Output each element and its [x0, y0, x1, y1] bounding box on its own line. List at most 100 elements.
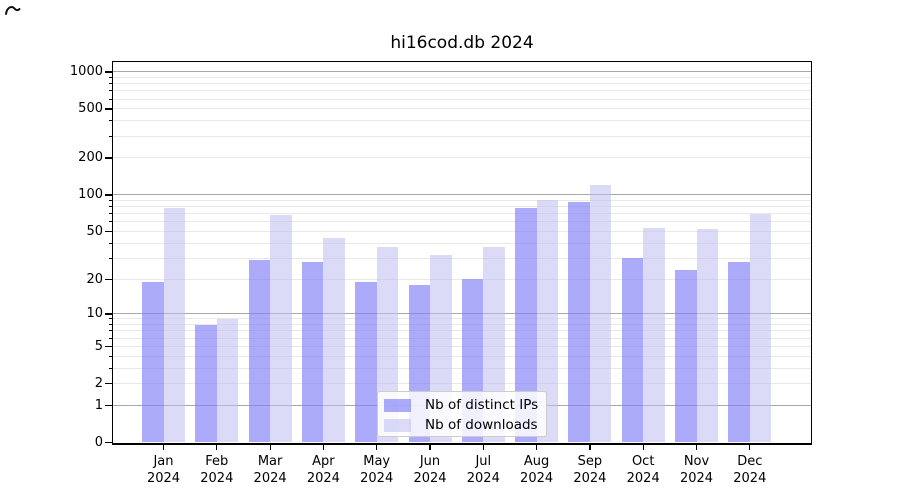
y-tick-1000 [105, 71, 112, 73]
x-tick-may [376, 444, 378, 450]
minor-gridline-900 [113, 76, 811, 78]
y-minor-tick-80 [108, 206, 112, 208]
y-tick-10 [105, 313, 112, 315]
bar-downloads-sep [589, 185, 612, 443]
chart-title: hi16cod.db 2024 [390, 33, 534, 53]
gridline-100 [113, 194, 811, 196]
bar-distinct-ips-jan [142, 281, 164, 443]
bar-distinct-ips-oct [621, 258, 644, 443]
y-minor-tick-700 [108, 90, 112, 92]
x-tick-label-jun: Jun 2024 [413, 453, 447, 486]
y-tick-500 [105, 108, 112, 110]
x-tick-apr [322, 444, 325, 450]
bar-downloads-nov [696, 229, 718, 443]
bar-distinct-ips-sep [568, 202, 590, 443]
bar-distinct-ips-may [355, 281, 377, 443]
legend-item-downloads: Nb of downloads [378, 415, 546, 435]
minor-gridline-40 [113, 242, 811, 244]
legend-swatch-downloads [384, 418, 411, 432]
bar-downloads-jan [163, 208, 185, 443]
gridline-500 [113, 108, 811, 110]
x-tick-label-sep: Sep 2024 [573, 453, 607, 486]
y-tick-5 [105, 345, 112, 348]
y-minor-tick-70 [108, 213, 112, 215]
y-tick-2 [105, 382, 112, 385]
legend-item-distinct-ips: Nb of distinct IPs [378, 395, 546, 415]
y-tick-label-20: 20 [86, 271, 103, 287]
y-minor-tick-800 [108, 83, 112, 85]
x-tick-label-may: May 2024 [360, 453, 394, 486]
plot-area: Nb of distinct IPs Nb of downloads 0 1 2 5 1… [70, 61, 812, 486]
y-minor-tick-6 [108, 337, 112, 339]
minor-gridline-400 [113, 120, 811, 122]
y-tick-label-50: 50 [86, 224, 103, 240]
x-tick-label-aug: Aug 2024 [520, 453, 554, 486]
y-tick-label-2: 2 [94, 376, 103, 392]
minor-gridline-800 [113, 83, 811, 85]
y-minor-tick-90 [108, 199, 112, 201]
y-tick-20 [105, 278, 112, 280]
y-tick-label-100: 100 [78, 187, 103, 203]
x-tick-nov [695, 444, 698, 450]
bar-downloads-oct [643, 228, 665, 443]
y-tick-label-500: 500 [78, 101, 103, 117]
x-tick-mar [269, 444, 271, 450]
y-minor-tick-8 [108, 324, 112, 326]
x-tick-oct [642, 444, 644, 450]
y-tick-label-5: 5 [94, 338, 103, 354]
y-minor-tick-60 [108, 221, 112, 223]
y-minor-tick-40 [108, 242, 112, 244]
bar-distinct-ips-aug [515, 208, 537, 443]
legend-label-downloads: Nb of downloads [425, 417, 538, 433]
y-tick-50 [105, 230, 112, 233]
y-tick-100 [105, 194, 112, 196]
x-tick-aug [536, 444, 538, 450]
y-tick-0 [105, 441, 112, 444]
x-tick-label-feb: Feb 2024 [200, 453, 234, 486]
x-tick-label-dec: Dec 2024 [733, 453, 767, 486]
gridline-1000 [113, 71, 811, 73]
y-minor-tick-30 [108, 257, 112, 259]
gridline-50 [113, 231, 811, 233]
bar-distinct-ips-dec [728, 261, 750, 443]
y-minor-tick-900 [108, 76, 112, 78]
minor-gridline-60 [113, 221, 811, 223]
legend: Nb of distinct IPs Nb of downloads [377, 391, 547, 437]
x-tick-label-mar: Mar 2024 [253, 453, 287, 486]
x-tick-label-jul: Jul 2024 [466, 453, 500, 486]
y-tick-label-1000: 1000 [69, 64, 103, 80]
bar-downloads-aug [536, 200, 559, 443]
y-minor-tick-300 [108, 135, 112, 137]
minor-gridline-90 [113, 199, 811, 201]
gridline-200 [113, 157, 811, 159]
x-tick-feb [216, 444, 218, 450]
minor-gridline-80 [113, 206, 811, 208]
minor-gridline-300 [113, 135, 811, 137]
minor-gridline-600 [113, 98, 811, 100]
y-minor-tick-600 [108, 98, 112, 100]
x-tick-label-jan: Jan 2024 [146, 453, 181, 486]
bar-distinct-ips-feb [195, 324, 217, 443]
x-tick-label-oct: Oct 2024 [626, 453, 660, 486]
x-tick-label-apr: Apr 2024 [306, 453, 340, 486]
y-tick-label-10: 10 [86, 306, 103, 322]
y-tick-label-0: 0 [94, 435, 103, 450]
minor-gridline-700 [113, 90, 811, 92]
bar-distinct-ips-apr [301, 261, 324, 443]
y-tick-1 [105, 404, 112, 406]
bar-downloads-feb [216, 318, 239, 443]
x-tick-sep [589, 444, 591, 450]
x-tick-jun [429, 444, 431, 450]
minor-gridline-30 [113, 257, 811, 259]
y-minor-tick-4 [108, 355, 112, 357]
y-minor-tick-400 [108, 120, 112, 122]
bar-downloads-apr [323, 238, 345, 443]
x-tick-jan [162, 444, 165, 450]
bar-distinct-ips-nov [675, 269, 697, 443]
corner-artifact [5, 6, 21, 15]
y-minor-tick-3 [108, 367, 112, 369]
bar-downloads-dec [749, 213, 772, 443]
y-tick-200 [105, 157, 112, 159]
minor-gridline-70 [113, 213, 811, 215]
